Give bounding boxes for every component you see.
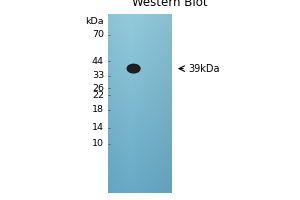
Text: 70: 70 (92, 30, 104, 39)
Text: 44: 44 (92, 57, 104, 66)
Text: 39kDa: 39kDa (188, 64, 220, 74)
Text: 26: 26 (92, 84, 104, 93)
Text: kDa: kDa (85, 17, 104, 26)
Text: 33: 33 (92, 71, 104, 80)
Ellipse shape (127, 64, 140, 73)
Text: 22: 22 (92, 91, 104, 100)
Text: 10: 10 (92, 139, 104, 148)
Text: 14: 14 (92, 123, 104, 132)
Text: 18: 18 (92, 105, 104, 114)
Text: Western Blot: Western Blot (132, 0, 208, 9)
